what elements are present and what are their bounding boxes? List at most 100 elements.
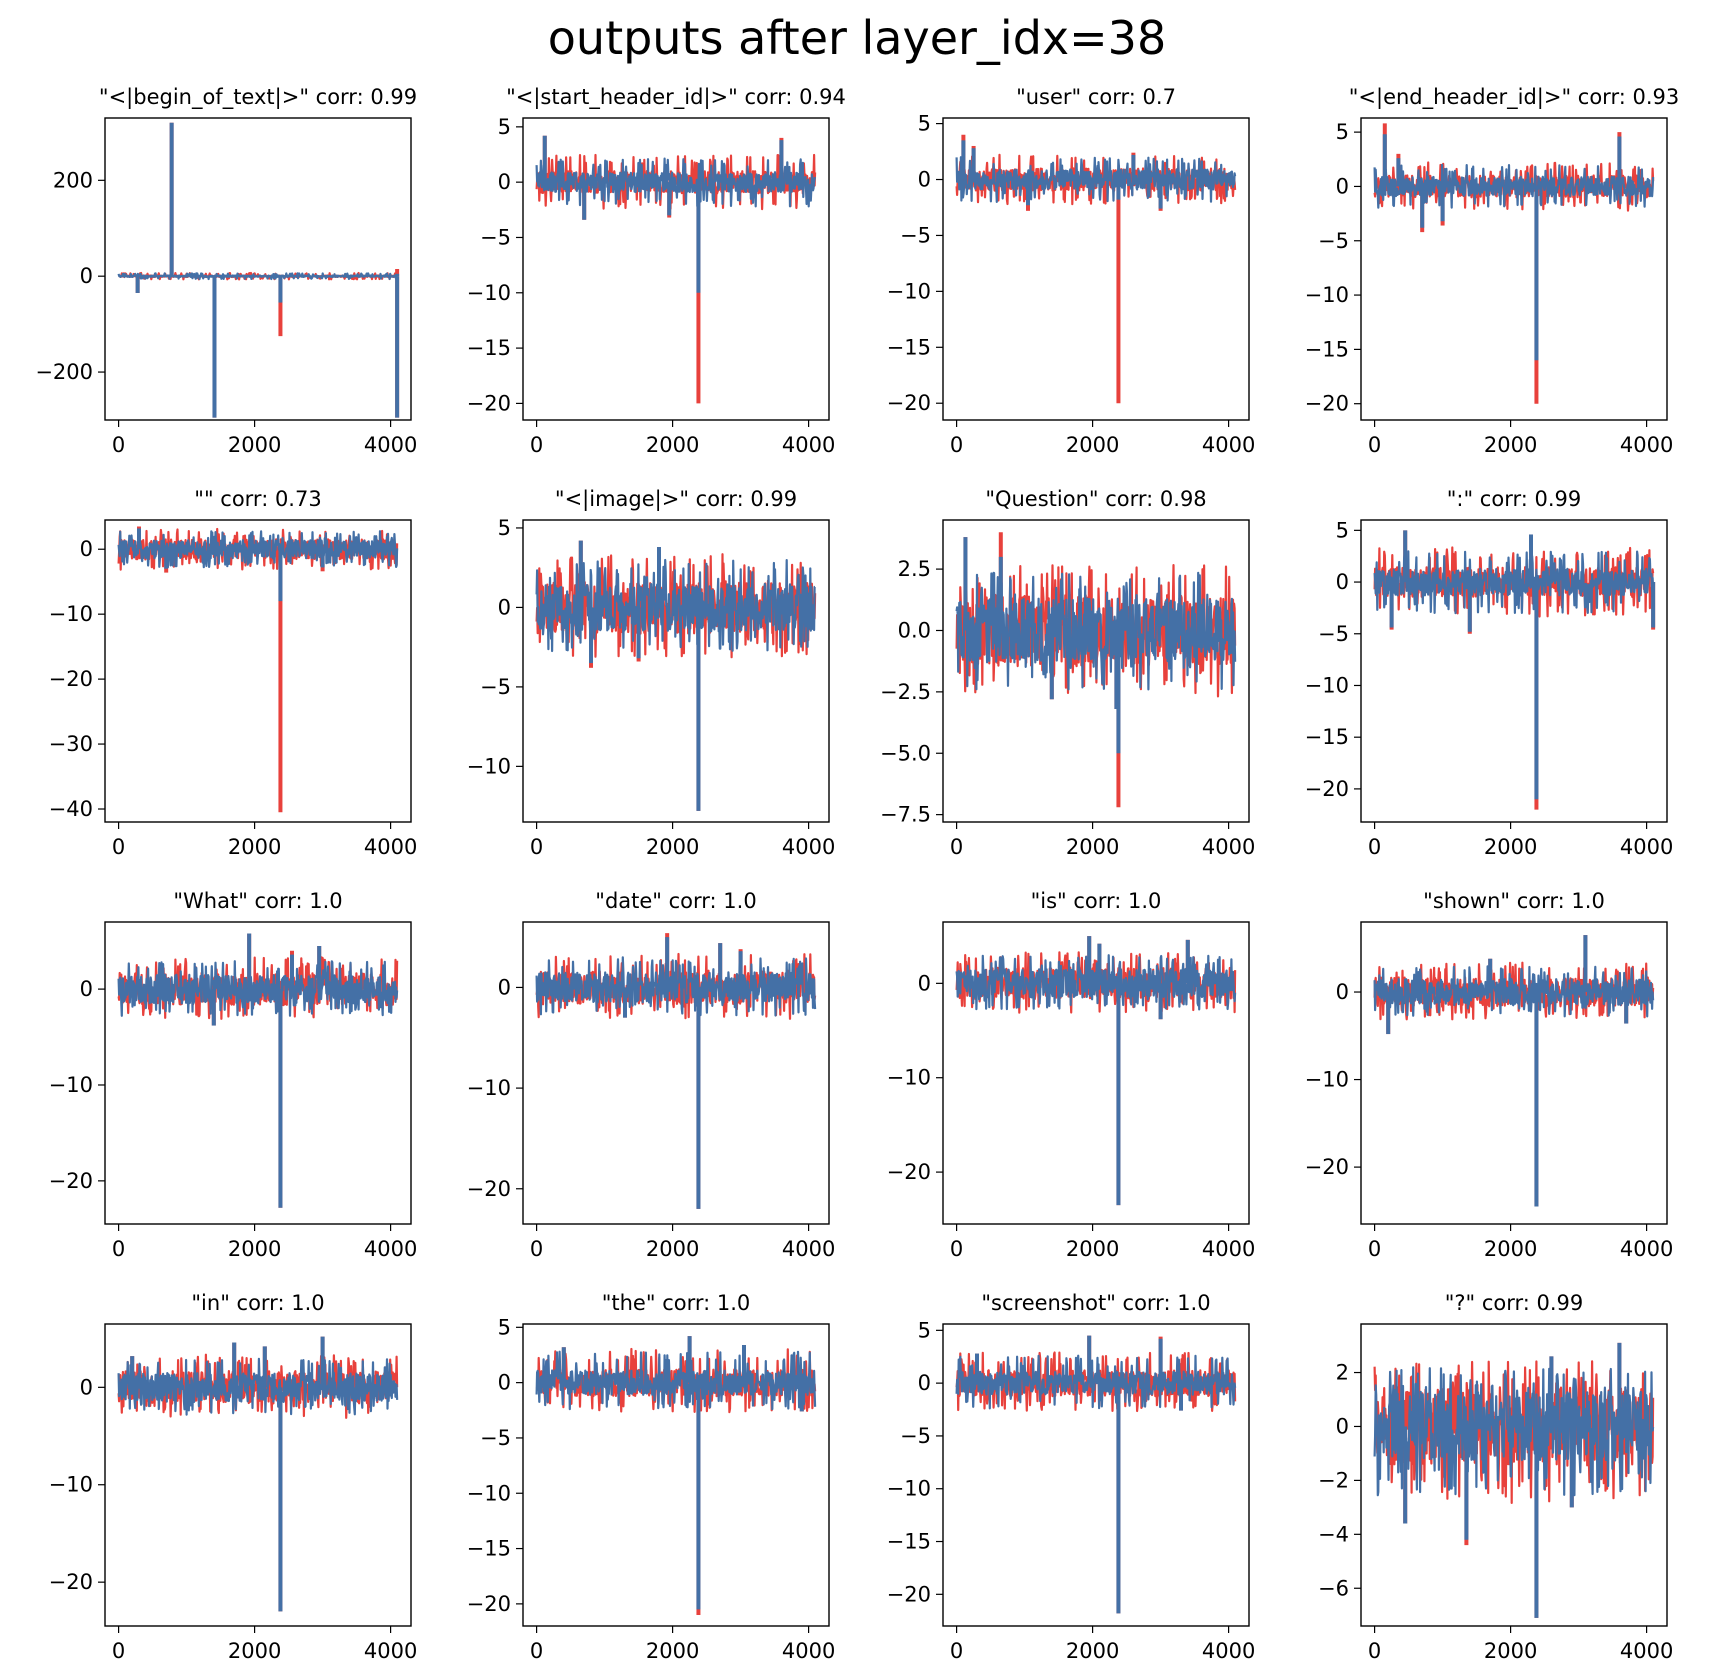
series-b-line bbox=[1373, 1366, 1655, 1497]
y-tick-label: −2.5 bbox=[880, 680, 931, 704]
subplot-title: "<|image|>" corr: 0.99 bbox=[555, 487, 797, 512]
series-b-line bbox=[535, 1350, 817, 1411]
subplot-8: "What" corr: 1.0 0 2000 4000 0 −10 −20 bbox=[49, 889, 418, 1261]
y-tick-label: 0 bbox=[918, 1371, 931, 1395]
series-b-line bbox=[1373, 163, 1655, 209]
series-b-line bbox=[117, 960, 399, 1017]
axes-frame bbox=[522, 1323, 830, 1627]
y-tick-label: −15 bbox=[1305, 725, 1349, 749]
y-tick-label: −15 bbox=[1305, 337, 1349, 361]
x-tick-label: 0 bbox=[1368, 1237, 1381, 1261]
x-tick-label: 0 bbox=[1368, 433, 1381, 457]
y-tick-label: −20 bbox=[1305, 1155, 1349, 1179]
subplot-grid: "<|begin_of_text|>" corr: 0.990 2000 40002… bbox=[35, 85, 1679, 1663]
series-b-line bbox=[535, 956, 817, 1017]
series-b-line bbox=[1373, 965, 1655, 1018]
subplot-title: "is" corr: 1.0 bbox=[1031, 889, 1162, 913]
x-tick-label: 2000 bbox=[1066, 835, 1119, 859]
series-b-line bbox=[1373, 550, 1655, 615]
y-tick-label: −10 bbox=[1305, 673, 1349, 697]
y-tick-label: −10 bbox=[467, 1076, 511, 1100]
subplot-title: "<|start_header_id|>" corr: 0.94 bbox=[506, 85, 846, 110]
x-tick-label: 2000 bbox=[228, 835, 281, 859]
x-tick-label: 0 bbox=[950, 433, 963, 457]
series-b-line bbox=[955, 1354, 1237, 1410]
axes-frame bbox=[1360, 117, 1668, 421]
x-tick-label: 2000 bbox=[1484, 1237, 1537, 1261]
y-tick-label: −2 bbox=[1318, 1468, 1349, 1492]
x-tick-label: 4000 bbox=[782, 835, 835, 859]
subplot-6: "Question" corr: 0.98 0 2000 4000 2.5 0.0 −2.5… bbox=[880, 487, 1255, 859]
x-tick-label: 0 bbox=[530, 433, 543, 457]
subplot-9: "date" corr: 1.0 0 2000 4000 0 −10 −20 bbox=[467, 889, 836, 1261]
x-tick-label: 4000 bbox=[364, 433, 417, 457]
subplot-title: "" corr: 0.73 bbox=[194, 487, 321, 511]
x-tick-label: 4000 bbox=[1620, 1237, 1673, 1261]
axes-frame bbox=[104, 117, 412, 421]
y-tick-label: −20 bbox=[1305, 392, 1349, 416]
subplot-1: "<|start_header_id|>" corr: 0.94 0 2000 400… bbox=[467, 85, 846, 457]
y-tick-label: −30 bbox=[49, 732, 93, 756]
y-tick-label: −4 bbox=[1318, 1522, 1349, 1546]
x-tick-label: 0 bbox=[112, 433, 125, 457]
subplot-title: "<|end_header_id|>" corr: 0.93 bbox=[1349, 85, 1679, 110]
axes-frame bbox=[104, 1323, 412, 1627]
y-tick-label: 0 bbox=[918, 971, 931, 995]
y-tick-label: 0 bbox=[80, 264, 93, 288]
x-tick-label: 0 bbox=[112, 1639, 125, 1663]
x-tick-label: 2000 bbox=[228, 1639, 281, 1663]
x-tick-label: 4000 bbox=[782, 433, 835, 457]
y-tick-label: −5.0 bbox=[880, 741, 931, 765]
axes-frame bbox=[522, 117, 830, 421]
subplot-15: "?" corr: 0.99 0 2000 4000 2 0 −2 −4 −6 bbox=[1318, 1291, 1673, 1663]
y-tick-label: −15 bbox=[887, 335, 931, 359]
y-tick-label: 0 bbox=[1336, 570, 1349, 594]
axes-frame bbox=[942, 1323, 1250, 1627]
y-tick-label: −15 bbox=[467, 1537, 511, 1561]
subplot-2: "user" corr: 0.7 0 2000 4000 5 0 −5 −10 −15 −20 bbox=[887, 85, 1256, 457]
x-tick-label: 0 bbox=[530, 835, 543, 859]
y-tick-label: −5 bbox=[480, 225, 511, 249]
subplot-14: "screenshot" corr: 1.0 0 2000 4000 5 0 −5 −10 −1… bbox=[887, 1291, 1256, 1663]
y-tick-label: −20 bbox=[467, 391, 511, 415]
y-tick-label: 0 bbox=[80, 537, 93, 561]
subplot-title: "date" corr: 1.0 bbox=[595, 889, 756, 913]
subplot-11: "shown" corr: 1.0 0 2000 4000 0 −10 −20 bbox=[1305, 889, 1674, 1261]
axes-frame bbox=[104, 519, 412, 823]
y-tick-label: −7.5 bbox=[880, 803, 931, 827]
y-tick-label: −6 bbox=[1318, 1576, 1349, 1600]
x-tick-label: 0 bbox=[530, 1639, 543, 1663]
subplot-title: "Question" corr: 0.98 bbox=[985, 487, 1206, 511]
y-tick-label: 0.0 bbox=[898, 618, 931, 642]
axes-frame bbox=[942, 117, 1250, 421]
y-tick-label: −10 bbox=[467, 281, 511, 305]
subplot-title: "What" corr: 1.0 bbox=[173, 889, 342, 913]
x-tick-label: 2000 bbox=[228, 433, 281, 457]
subplot-title: "?" corr: 0.99 bbox=[1445, 1291, 1584, 1315]
y-tick-label: −5 bbox=[480, 1426, 511, 1450]
x-tick-label: 2000 bbox=[1484, 835, 1537, 859]
subplot-7: ":" corr: 0.99 0 2000 4000 5 0 −5 −10 −15 −20 bbox=[1305, 487, 1674, 859]
x-tick-label: 0 bbox=[112, 1237, 125, 1261]
series-b-line bbox=[117, 1357, 399, 1416]
series-b-line bbox=[955, 571, 1237, 691]
x-tick-label: 2000 bbox=[1484, 433, 1537, 457]
y-tick-label: −15 bbox=[467, 336, 511, 360]
y-tick-label: 2.5 bbox=[898, 557, 931, 581]
y-tick-label: −10 bbox=[1305, 283, 1349, 307]
x-tick-label: 4000 bbox=[364, 1639, 417, 1663]
series-b-line bbox=[535, 157, 817, 208]
subplot-3: "<|end_header_id|>" corr: 0.93 0 2000 4000 5… bbox=[1305, 85, 1680, 457]
y-tick-label: 0 bbox=[1336, 980, 1349, 1004]
axes-frame bbox=[942, 921, 1250, 1225]
axes-frame bbox=[522, 519, 830, 823]
x-tick-label: 4000 bbox=[1202, 433, 1255, 457]
y-tick-label: −20 bbox=[49, 1169, 93, 1193]
x-tick-label: 0 bbox=[950, 1237, 963, 1261]
y-tick-label: −10 bbox=[49, 1473, 93, 1497]
subplot-13: "the" corr: 1.0 0 2000 4000 5 0 −5 −10 −15 −20 bbox=[467, 1291, 836, 1663]
y-tick-label: 5 bbox=[498, 115, 511, 139]
y-tick-label: −5 bbox=[900, 223, 931, 247]
x-tick-label: 0 bbox=[112, 835, 125, 859]
